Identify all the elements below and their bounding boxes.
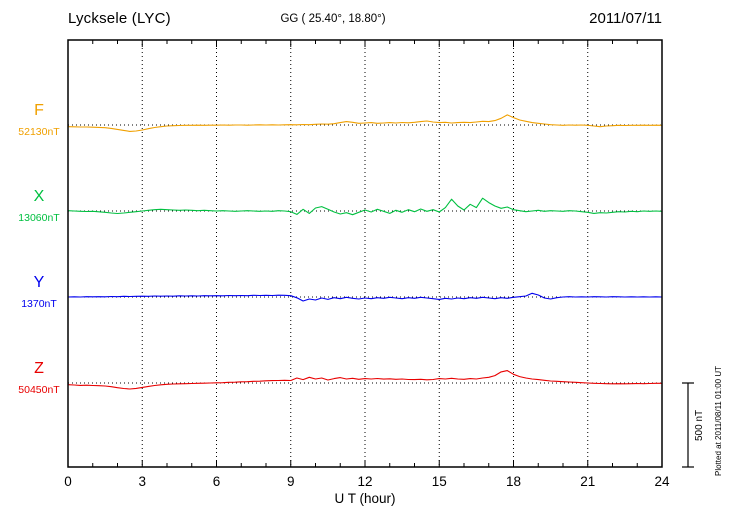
- scale-bar-label: 500 nT: [694, 409, 705, 441]
- trace-F: [67, 114, 663, 132]
- x-tick-label: 3: [138, 474, 146, 489]
- series-name-y: Y: [33, 274, 45, 291]
- x-tick-label: 0: [64, 474, 72, 489]
- x-tick-label: 24: [654, 474, 670, 489]
- x-tick-label: 6: [213, 474, 221, 489]
- series-name-z: Z: [34, 360, 44, 377]
- geographic-coords: GG ( 25.40°, 18.80°): [280, 13, 386, 25]
- x-tick-label: 15: [432, 474, 447, 489]
- series-baseline-f: 52130nT: [18, 126, 60, 138]
- series-baseline-y: 1370nT: [21, 298, 57, 310]
- x-axis-label: U T (hour): [334, 491, 396, 506]
- series-name-f: F: [34, 102, 44, 119]
- x-tick-label: 9: [287, 474, 295, 489]
- series-legend-y: Y 1370nT: [0, 274, 78, 310]
- series-name-x: X: [33, 188, 45, 205]
- series-legend-z: Z 50450nT: [0, 360, 78, 396]
- trace-Z: [67, 370, 662, 390]
- series-legend-x: X 13060nT: [0, 188, 78, 224]
- x-tick-label: 18: [506, 474, 521, 489]
- x-tick-label: 21: [580, 474, 595, 489]
- x-tick-label: 12: [357, 474, 372, 489]
- plot-date: 2011/07/11: [589, 10, 662, 27]
- trace-X: [67, 197, 663, 216]
- series-baseline-z: 50450nT: [18, 384, 60, 396]
- series-legend-f: F 52130nT: [0, 102, 78, 138]
- trace-Y: [67, 292, 663, 302]
- plotted-at-note: Plotted at 2011/08/11 01:00 UT: [714, 365, 723, 476]
- station-title: Lycksele (LYC): [68, 10, 171, 27]
- series-baseline-x: 13060nT: [18, 212, 60, 224]
